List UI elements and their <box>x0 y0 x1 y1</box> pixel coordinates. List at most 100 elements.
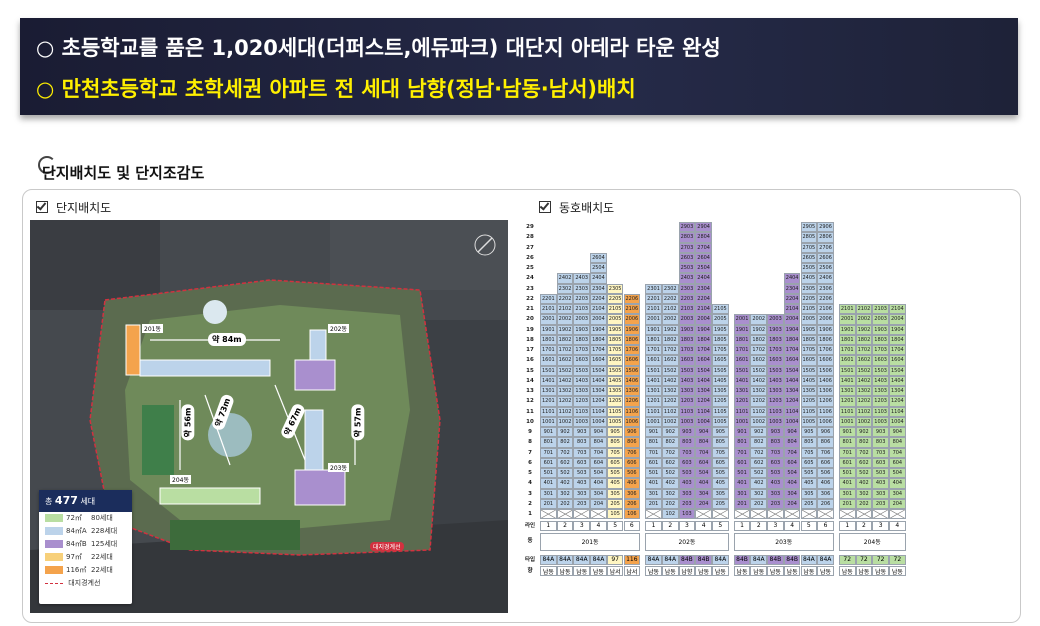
unit-cell: 702 <box>855 447 873 458</box>
unit-cell: 2203 <box>573 293 591 304</box>
unit-cell: 305 <box>606 488 624 499</box>
unit-cell: 2304 <box>590 283 607 294</box>
unit-cell: 803 <box>767 437 784 448</box>
unit-cell: 1504 <box>695 365 712 376</box>
unit-type: 84A <box>661 555 679 566</box>
unit-cell: 2404 <box>783 273 801 284</box>
legend-count: 22세대 <box>91 553 113 561</box>
unit-cell: 802 <box>750 437 768 448</box>
unit-cell: 203 <box>573 498 591 509</box>
unit-cell: 2302 <box>556 283 574 294</box>
unit-cell: 304 <box>783 488 801 499</box>
type-header: 타입 <box>524 557 536 564</box>
unit-cell: 1203 <box>573 396 591 407</box>
unit-cell: 1503 <box>573 365 591 376</box>
unit-cell: 1701 <box>645 345 662 356</box>
unit-cell: 1502 <box>661 365 679 376</box>
empty-unit-x-icon <box>590 509 607 520</box>
floor-label: 6 <box>528 459 532 466</box>
unit-type: 84B <box>695 555 712 566</box>
unit-cell: 904 <box>889 427 906 438</box>
unit-cell: 2002 <box>661 314 679 325</box>
legend-count: 228세대 <box>91 527 118 535</box>
unit-cell: 404 <box>889 478 906 489</box>
unit-cell: 1106 <box>817 406 834 417</box>
unit-cell: 905 <box>606 427 624 438</box>
unit-cell: 2301 <box>645 283 662 294</box>
unit-cell: 1302 <box>556 386 574 397</box>
unit-cell: 401 <box>733 478 751 489</box>
unit-direction: 남동 <box>872 566 889 577</box>
unit-cell: 801 <box>645 437 662 448</box>
unit-cell: 1806 <box>817 334 834 345</box>
unit-cell: 303 <box>872 488 889 499</box>
unit-cell: 1902 <box>750 324 768 335</box>
unit-direction: 남동 <box>855 566 873 577</box>
unit-cell: 1304 <box>695 386 712 397</box>
line-number: 5 <box>606 521 624 532</box>
unit-cell: 2004 <box>590 314 607 325</box>
unit-cell: 901 <box>733 427 751 438</box>
unit-cell: 1602 <box>661 355 679 366</box>
unit-cell: 105 <box>606 509 624 520</box>
unit-cell: 1103 <box>678 406 696 417</box>
unit-cell: 404 <box>590 478 607 489</box>
legend-swatch <box>45 553 63 561</box>
unit-cell: 1104 <box>590 406 607 417</box>
unit-cell: 606 <box>623 457 641 468</box>
unit-cell: 1504 <box>783 365 801 376</box>
unit-cell: 804 <box>889 437 906 448</box>
unit-cell: 303 <box>678 488 696 499</box>
unit-cell: 2404 <box>695 273 712 284</box>
unit-cell: 2404 <box>590 273 607 284</box>
unit-cell: 1501 <box>540 365 557 376</box>
unit-cell: 606 <box>817 457 834 468</box>
unit-cell: 203 <box>872 498 889 509</box>
building-label-204: 204동 <box>170 475 191 484</box>
unit-cell: 2305 <box>800 283 818 294</box>
unit-cell: 1801 <box>838 334 856 345</box>
unit-cell: 703 <box>767 447 784 458</box>
unit-cell: 1301 <box>838 386 856 397</box>
unit-cell: 1401 <box>645 375 662 386</box>
unit-direction: 남서 <box>606 566 624 577</box>
unit-cell: 204 <box>783 498 801 509</box>
unit-cell: 204 <box>889 498 906 509</box>
unit-cell: 1402 <box>661 375 679 386</box>
legend-row: 116㎡ 22세대 <box>39 564 132 577</box>
unit-cell: 2303 <box>678 283 696 294</box>
unit-cell: 1405 <box>606 375 624 386</box>
unit-cell: 1201 <box>838 396 856 407</box>
unit-cell: 202 <box>556 498 574 509</box>
unit-cell: 1403 <box>767 375 784 386</box>
unit-cell: 1304 <box>889 386 906 397</box>
unit-cell: 902 <box>750 427 768 438</box>
unit-cell: 603 <box>872 457 889 468</box>
unit-cell: 803 <box>872 437 889 448</box>
line-number: 4 <box>590 521 607 532</box>
unit-direction: 남동 <box>800 566 818 577</box>
legend-count: 125세대 <box>91 540 118 548</box>
unit-cell: 1604 <box>783 355 801 366</box>
floor-label: 17 <box>526 347 534 353</box>
unit-cell: 2304 <box>695 283 712 294</box>
legend-total-suffix: 세대 <box>80 497 96 506</box>
floor-label: 28 <box>526 234 534 241</box>
floor-label: 19 <box>526 326 534 333</box>
unit-cell: 302 <box>750 488 768 499</box>
unit-cell: 1803 <box>573 334 591 345</box>
unit-cell: 1505 <box>606 365 624 376</box>
unit-cell: 804 <box>590 437 607 448</box>
unit-cell: 1903 <box>678 324 696 335</box>
unit-cell: 1305 <box>800 386 818 397</box>
unit-cell: 1101 <box>540 406 557 417</box>
unit-cell: 1904 <box>889 324 906 335</box>
floor-label: 13 <box>526 388 534 394</box>
unit-cell: 206 <box>623 498 641 509</box>
unit-cell: 604 <box>695 457 712 468</box>
unit-cell: 702 <box>556 447 574 458</box>
unit-cell: 2503 <box>678 263 696 274</box>
unit-cell: 1001 <box>733 416 751 427</box>
unit-direction: 남동 <box>556 566 574 577</box>
unit-cell: 2302 <box>661 283 679 294</box>
